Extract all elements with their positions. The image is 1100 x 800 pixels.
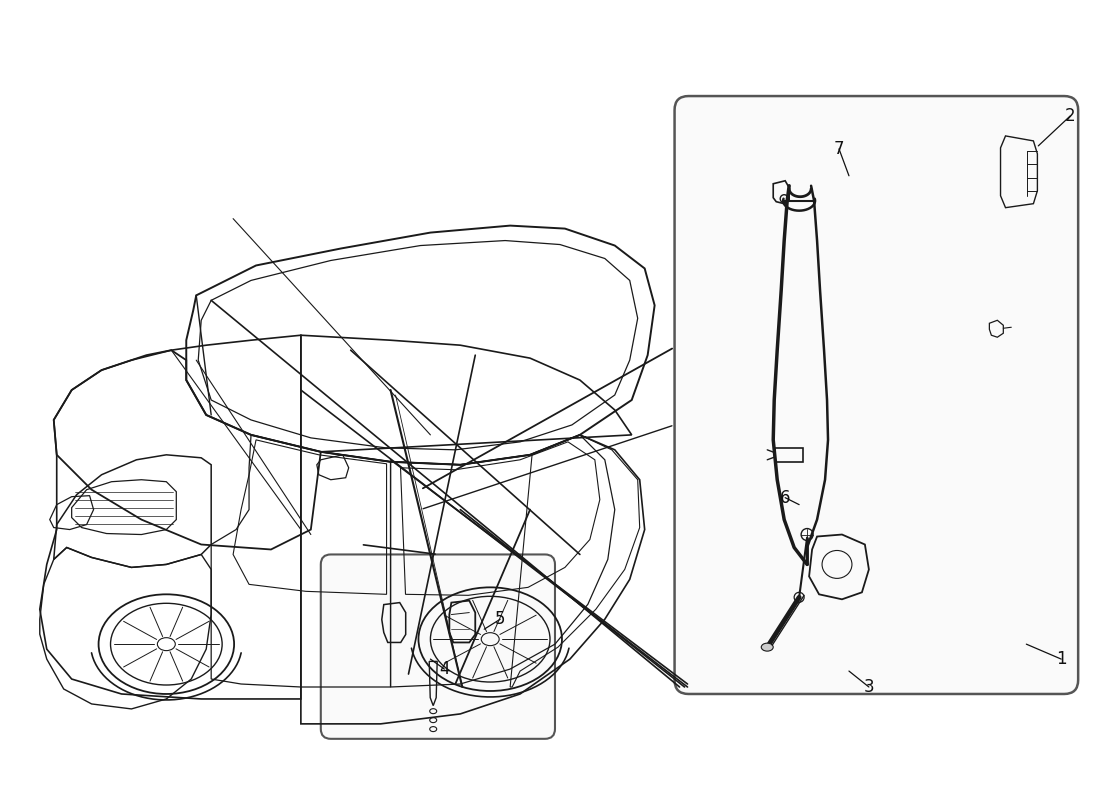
Ellipse shape bbox=[761, 643, 773, 651]
Text: 7: 7 bbox=[834, 140, 844, 158]
Text: 4: 4 bbox=[439, 660, 450, 678]
Text: 6: 6 bbox=[780, 489, 791, 506]
Text: 2: 2 bbox=[1065, 107, 1076, 125]
FancyBboxPatch shape bbox=[674, 96, 1078, 694]
Text: 1: 1 bbox=[1056, 650, 1067, 668]
FancyBboxPatch shape bbox=[321, 554, 556, 739]
Text: 3: 3 bbox=[864, 678, 874, 696]
Text: 5: 5 bbox=[495, 610, 505, 628]
